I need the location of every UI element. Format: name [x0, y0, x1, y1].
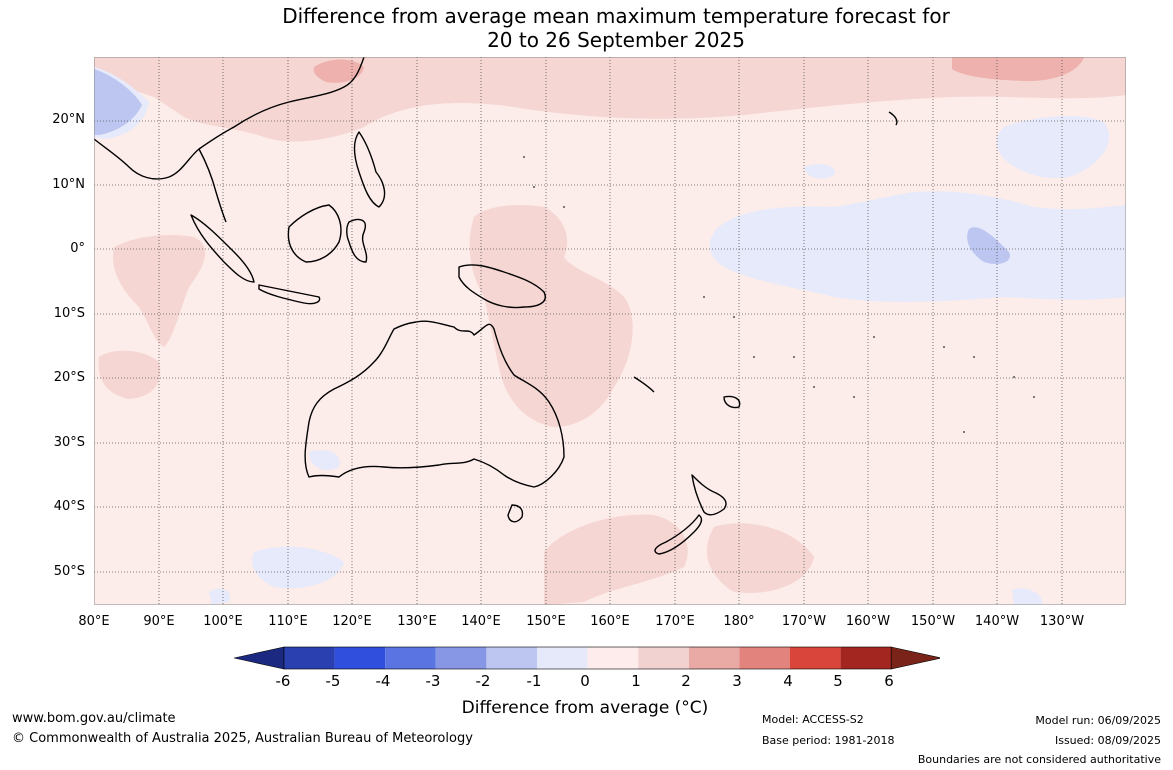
lon-label-180: 180° — [723, 614, 755, 629]
coast-new-caledonia — [633, 376, 655, 393]
coast-hawaii — [888, 111, 898, 126]
anomaly-patch-sw — [98, 350, 161, 399]
island-dots — [523, 156, 1035, 433]
coast-java — [258, 284, 321, 305]
colorbar-segment — [790, 647, 841, 669]
cool-region-pacific — [709, 191, 1126, 302]
colorbar-tick: 1 — [631, 672, 641, 690]
coast-nz-south — [654, 514, 703, 555]
colorbar-extend-high — [890, 646, 942, 670]
colorbar-segment — [638, 647, 689, 669]
colorbar-tick: -3 — [425, 672, 441, 690]
cooler-patch-pacific — [967, 227, 1010, 264]
lon-label-170e: 170°E — [655, 614, 695, 629]
cool-patch-south-2 — [209, 588, 230, 605]
lat-label-10s: 10°S — [53, 306, 85, 321]
forecast-map — [94, 57, 1126, 605]
copyright-text: © Commonwealth of Australia 2025, Austra… — [12, 731, 473, 746]
cool-region-nepac — [996, 115, 1110, 179]
lat-label-0: 0° — [70, 241, 85, 256]
coast-tasmania — [507, 504, 524, 523]
coastlines — [94, 57, 898, 555]
colorbar — [233, 645, 942, 675]
cool-patch-australia — [309, 450, 340, 471]
lon-label-80e: 80°E — [78, 614, 110, 629]
anomaly-patch-north-1 — [313, 59, 364, 83]
colorbar-tick: -2 — [475, 672, 491, 690]
anomaly-patch-south — [706, 523, 814, 593]
cool-patch-southeast — [1012, 588, 1043, 605]
lat-label-50s: 50°S — [53, 564, 85, 579]
base-period-text: Base period: 1981-2018 — [762, 734, 895, 747]
model-text: Model: ACCESS-S2 — [762, 713, 864, 726]
lat-label-10n: 10°N — [52, 177, 85, 192]
lon-label-140w: 140°W — [974, 614, 1020, 629]
coast-australia — [304, 320, 565, 488]
colorbar-extend-low — [233, 646, 285, 670]
coast-philippines — [353, 131, 386, 208]
map-title: Difference from average mean maximum tem… — [0, 4, 1173, 52]
colorbar-segment — [385, 647, 436, 669]
anomaly-patch-west-pacific — [469, 205, 633, 427]
lon-label-130e: 130°E — [397, 614, 437, 629]
map-frame — [94, 57, 1126, 605]
lon-label-160e: 160°E — [590, 614, 630, 629]
issued-text: Issued: 08/09/2025 — [1054, 734, 1161, 747]
title-line-1: Difference from average mean maximum tem… — [282, 4, 950, 28]
colorbar-segment — [840, 647, 892, 669]
colorbar-segment — [284, 647, 335, 669]
colorbar-segment — [739, 647, 790, 669]
graticule — [94, 57, 1126, 605]
colorbar-frame — [283, 646, 892, 670]
coast-mainland-asia — [94, 57, 365, 180]
coast-nz-north — [691, 474, 727, 516]
colorbar-tick: 0 — [580, 672, 590, 690]
disclaimer-text: Boundaries are not considered authoritat… — [917, 753, 1161, 766]
colorbar-segment — [688, 647, 740, 669]
colorbar-tick: -6 — [275, 672, 291, 690]
lon-label-110e: 110°E — [268, 614, 308, 629]
colorbar-tick: 3 — [732, 672, 742, 690]
lon-label-160w: 160°W — [845, 614, 891, 629]
cooler-patch-west — [94, 69, 142, 135]
colorbar-tick: 2 — [681, 672, 691, 690]
colorbar-tick: 4 — [783, 672, 793, 690]
cool-patch-south-1 — [252, 546, 344, 589]
cool-patch-small — [804, 164, 835, 179]
colorbar-tick: -1 — [526, 672, 542, 690]
lon-label-170w: 170°W — [781, 614, 827, 629]
colorbar-segment — [334, 647, 386, 669]
colorbar-tick: 6 — [884, 672, 894, 690]
lon-label-120e: 120°E — [332, 614, 372, 629]
coast-malay-peninsula — [198, 148, 227, 223]
colorbar-segment — [435, 647, 487, 669]
lat-label-30s: 30°S — [53, 435, 85, 450]
lon-label-140e: 140°E — [461, 614, 501, 629]
website-link[interactable]: www.bom.gov.au/climate — [12, 711, 176, 726]
model-run-text: Model run: 06/09/2025 — [1035, 714, 1161, 727]
lat-label-20s: 20°S — [53, 370, 85, 385]
coast-fiji — [723, 395, 741, 409]
colorbar-tick: 5 — [833, 672, 843, 690]
lon-label-130w: 130°W — [1039, 614, 1085, 629]
colorbar-tick: -4 — [375, 672, 391, 690]
lon-label-90e: 90°E — [143, 614, 175, 629]
coast-sulawesi — [346, 218, 368, 263]
colorbar-segment — [537, 647, 588, 669]
coast-sumatra — [190, 214, 255, 283]
lon-label-150e: 150°E — [526, 614, 566, 629]
title-line-2: 20 to 26 September 2025 — [487, 28, 745, 52]
colorbar-segment — [587, 647, 639, 669]
lat-label-40s: 40°S — [53, 499, 85, 514]
coast-new-guinea — [458, 264, 546, 309]
colorbar-segment — [486, 647, 537, 669]
lon-label-100e: 100°E — [203, 614, 243, 629]
anomaly-patch-north-2 — [952, 57, 1084, 82]
lon-label-150w: 150°W — [910, 614, 956, 629]
colorbar-title: Difference from average (°C) — [461, 698, 709, 718]
anomaly-patch-tasman — [544, 514, 688, 605]
colorbar-tick: -5 — [325, 672, 341, 690]
lat-label-20n: 20°N — [52, 112, 85, 127]
coast-borneo — [287, 204, 342, 263]
